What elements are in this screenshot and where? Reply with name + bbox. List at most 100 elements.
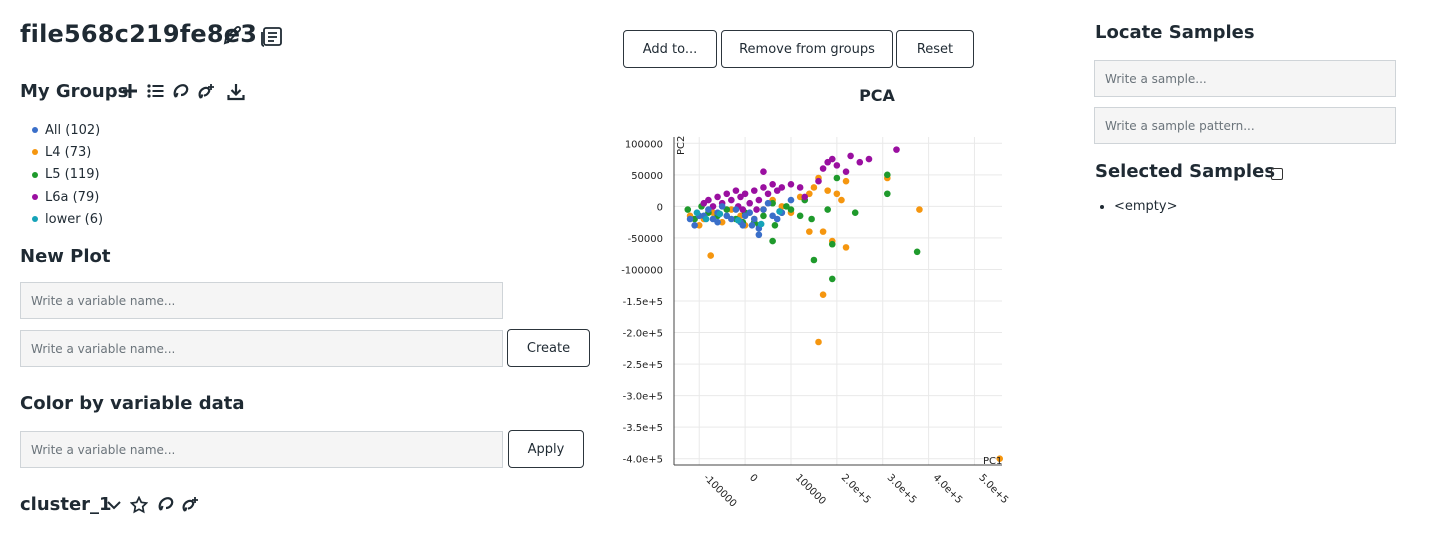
lasso-icon[interactable] <box>156 495 174 513</box>
point-all[interactable] <box>732 206 740 213</box>
point-l4[interactable] <box>819 228 827 235</box>
apply-button[interactable]: Apply <box>508 430 584 468</box>
point-l6a[interactable] <box>773 187 781 194</box>
color-by-variable-input[interactable] <box>20 431 503 468</box>
point-l5[interactable] <box>760 212 767 220</box>
star-icon[interactable] <box>129 495 148 514</box>
point-l4[interactable] <box>707 252 714 259</box>
chevron-down-icon[interactable] <box>105 496 123 514</box>
point-all[interactable] <box>769 212 776 220</box>
point-l6a[interactable] <box>847 152 854 160</box>
point-l6a[interactable] <box>778 184 786 191</box>
point-all[interactable] <box>746 209 753 216</box>
plus-icon[interactable] <box>121 82 139 100</box>
point-l6a[interactable] <box>828 155 836 163</box>
point-l4[interactable] <box>815 338 822 346</box>
point-l6a[interactable] <box>833 162 841 169</box>
point-l5[interactable] <box>913 248 921 256</box>
point-lower[interactable] <box>702 215 710 223</box>
point-lower[interactable] <box>716 210 724 218</box>
group-item-l4[interactable]: L4 (73) <box>32 141 103 163</box>
point-lower[interactable] <box>693 209 701 216</box>
point-l4[interactable] <box>778 203 786 210</box>
point-l6a[interactable] <box>815 177 822 185</box>
point-l6a[interactable] <box>728 196 735 204</box>
point-l6a[interactable] <box>893 146 900 153</box>
point-all[interactable] <box>748 222 756 229</box>
point-lower[interactable] <box>776 208 783 215</box>
point-l5[interactable] <box>824 206 831 213</box>
point-all[interactable] <box>691 222 698 229</box>
point-l6a[interactable] <box>801 193 809 201</box>
point-l4[interactable] <box>806 228 813 235</box>
lasso-add-icon[interactable] <box>180 495 200 513</box>
point-lower[interactable] <box>734 216 742 224</box>
point-all[interactable] <box>755 231 763 239</box>
point-all[interactable] <box>787 196 795 204</box>
point-all[interactable] <box>741 212 749 220</box>
remove-from-groups-button[interactable]: Remove from groups <box>721 30 893 68</box>
select-all-checkbox[interactable] <box>1271 168 1283 180</box>
point-l5[interactable] <box>787 206 795 213</box>
point-l6a[interactable] <box>723 190 731 198</box>
point-all[interactable] <box>728 215 735 223</box>
point-l6a[interactable] <box>705 196 712 204</box>
list-icon[interactable] <box>146 83 164 99</box>
point-l5[interactable] <box>828 240 836 248</box>
reset-button[interactable]: Reset <box>896 30 974 68</box>
new-plot-variable-input-2[interactable] <box>20 330 503 367</box>
point-l5[interactable] <box>884 171 891 179</box>
point-l6a[interactable] <box>714 193 721 201</box>
group-item-lower[interactable]: lower (6) <box>32 208 103 230</box>
point-l5[interactable] <box>783 203 790 210</box>
point-all[interactable] <box>750 215 758 223</box>
point-l4[interactable] <box>916 206 923 213</box>
point-l5[interactable] <box>851 209 859 216</box>
point-l5[interactable] <box>684 206 692 213</box>
point-l5[interactable] <box>810 256 818 264</box>
point-l6a[interactable] <box>753 206 760 213</box>
point-l6a[interactable] <box>709 203 717 210</box>
document-icon[interactable] <box>259 24 285 48</box>
group-item-all[interactable]: All (102) <box>32 119 103 141</box>
point-l4[interactable] <box>842 244 850 251</box>
group-item-l5[interactable]: L5 (119) <box>32 164 103 186</box>
point-l6a[interactable] <box>746 199 753 207</box>
point-l4[interactable] <box>819 291 827 298</box>
point-l4[interactable] <box>810 184 818 191</box>
point-l6a[interactable] <box>764 190 772 198</box>
point-l4[interactable] <box>695 222 703 229</box>
sample-pattern-input[interactable] <box>1094 107 1396 144</box>
new-plot-variable-input-1[interactable] <box>20 282 503 319</box>
point-l5[interactable] <box>769 199 776 207</box>
pca-scatter-plot[interactable]: 100000 50000 0 -50000 -100000 -1.5e+5 -2.0e+5 -… <box>600 80 1030 530</box>
sample-search-input[interactable] <box>1094 60 1396 97</box>
point-l6a[interactable] <box>750 187 758 194</box>
add-to-button[interactable]: Add to... <box>623 30 717 68</box>
point-l4[interactable] <box>833 190 841 198</box>
point-l4[interactable] <box>728 206 735 213</box>
point-all[interactable] <box>718 203 726 210</box>
group-item-l6a[interactable]: L6a (79) <box>32 186 103 208</box>
chart-points[interactable] <box>684 146 1004 462</box>
point-all[interactable] <box>705 206 712 213</box>
point-l6a[interactable] <box>856 158 864 166</box>
point-all[interactable] <box>714 218 721 226</box>
point-lower[interactable] <box>757 220 765 228</box>
point-all[interactable] <box>764 199 772 207</box>
point-l6a[interactable] <box>760 168 767 175</box>
point-l6a[interactable] <box>760 184 767 191</box>
point-l4[interactable] <box>718 218 726 226</box>
point-l4[interactable] <box>996 455 1004 462</box>
point-l5[interactable] <box>833 174 841 182</box>
point-l6a[interactable] <box>739 206 747 213</box>
point-l6a[interactable] <box>741 190 749 198</box>
lasso-add-icon[interactable] <box>196 82 216 100</box>
point-l6a[interactable] <box>769 181 776 188</box>
point-l6a[interactable] <box>842 168 850 175</box>
lasso-icon[interactable] <box>171 82 189 100</box>
point-l6a[interactable] <box>700 199 708 207</box>
point-l6a[interactable] <box>796 184 804 191</box>
point-l4[interactable] <box>806 190 813 198</box>
point-l4[interactable] <box>842 177 850 185</box>
